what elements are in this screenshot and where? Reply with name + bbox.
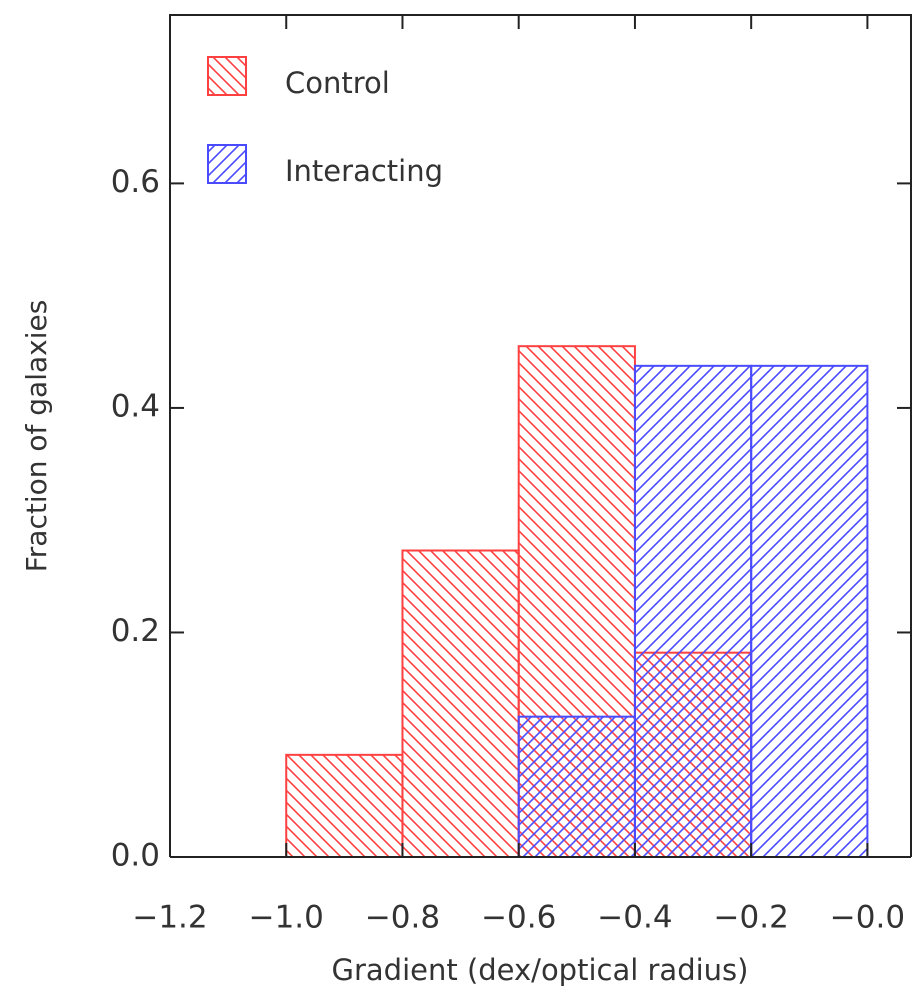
y-tick-label: 0.4 (111, 388, 160, 424)
legend-swatch (207, 144, 247, 184)
legend-label: Control (285, 66, 390, 100)
x-tick-label: −0.6 (481, 900, 556, 936)
histogram-bar (517, 715, 636, 859)
y-tick-label: 0.0 (111, 838, 160, 874)
histogram-bar (285, 753, 404, 859)
x-tick-label: −0.4 (597, 900, 672, 936)
y-tick-label: 0.6 (111, 164, 160, 200)
histogram-bar (750, 364, 869, 858)
histogram-bar (633, 364, 753, 858)
x-tick-label: −1.0 (249, 900, 324, 936)
x-tick-label: −0.0 (830, 900, 905, 936)
histogram-bar (401, 549, 520, 859)
x-tick-label: −0.8 (365, 900, 440, 936)
x-tick-label: −0.2 (714, 900, 789, 936)
legend-swatch (207, 56, 247, 96)
axes-frame (169, 14, 912, 857)
x-axis-label: Gradient (dex/optical radius) (332, 953, 749, 987)
legend-label: Interacting (285, 154, 443, 188)
y-tick-label: 0.2 (111, 613, 160, 649)
x-tick-label: −1.2 (132, 900, 207, 936)
y-axis-label: Fraction of galaxies (20, 300, 53, 573)
